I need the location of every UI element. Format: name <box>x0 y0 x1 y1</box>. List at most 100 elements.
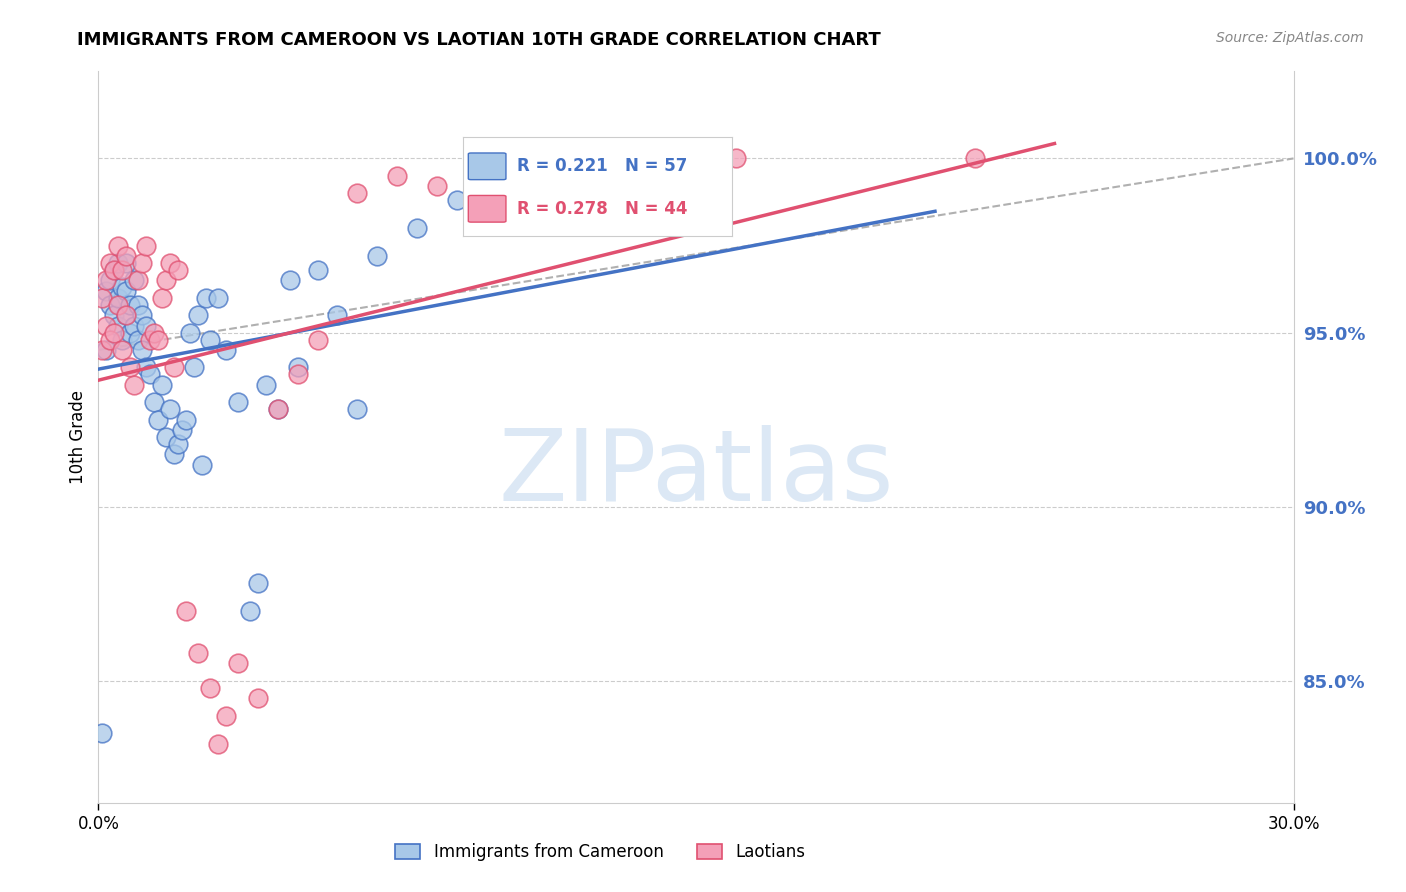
Point <box>96 284 118 298</box>
Point <box>307 333 329 347</box>
Point <box>139 368 162 382</box>
Point <box>963 152 986 166</box>
Point <box>148 412 170 426</box>
Point <box>107 256 129 270</box>
Point <box>426 179 449 194</box>
Point <box>287 368 309 382</box>
Point <box>139 333 162 347</box>
Point <box>103 308 125 322</box>
Point <box>187 646 209 660</box>
Point <box>143 326 166 340</box>
Point <box>115 284 138 298</box>
Point <box>163 448 186 462</box>
Point <box>207 737 229 751</box>
Point <box>167 263 190 277</box>
Point <box>346 402 368 417</box>
Point <box>254 377 277 392</box>
Point <box>96 273 118 287</box>
Point <box>131 308 153 322</box>
Point <box>148 333 170 347</box>
Point <box>198 681 221 695</box>
Point <box>107 238 129 252</box>
Point <box>111 333 134 347</box>
Point <box>150 377 173 392</box>
Point <box>96 318 118 333</box>
Text: IMMIGRANTS FROM CAMEROON VS LAOTIAN 10TH GRADE CORRELATION CHART: IMMIGRANTS FROM CAMEROON VS LAOTIAN 10TH… <box>77 31 882 49</box>
Point <box>307 263 329 277</box>
Point <box>124 273 146 287</box>
Point <box>207 291 229 305</box>
Point <box>191 458 214 472</box>
Point <box>107 318 129 333</box>
Point <box>135 360 157 375</box>
Point <box>346 186 368 201</box>
Point <box>198 333 221 347</box>
Point <box>226 657 249 671</box>
Text: ZIPatlas: ZIPatlas <box>498 425 894 522</box>
Point <box>485 158 508 172</box>
Point <box>103 263 125 277</box>
Y-axis label: 10th Grade: 10th Grade <box>69 390 87 484</box>
Point <box>124 318 146 333</box>
Point <box>246 691 269 706</box>
Point <box>98 256 122 270</box>
Text: Source: ZipAtlas.com: Source: ZipAtlas.com <box>1216 31 1364 45</box>
Point <box>215 343 238 357</box>
Point <box>111 263 134 277</box>
Point <box>120 298 142 312</box>
Point <box>115 308 138 322</box>
Point <box>226 395 249 409</box>
Point <box>115 256 138 270</box>
Point <box>267 402 290 417</box>
Point <box>131 256 153 270</box>
Point <box>246 576 269 591</box>
Point <box>385 169 409 183</box>
Point <box>187 308 209 322</box>
Point <box>98 333 122 347</box>
Point <box>107 291 129 305</box>
Point <box>565 152 588 166</box>
Point <box>406 221 429 235</box>
Point <box>195 291 218 305</box>
Point <box>103 326 125 340</box>
Point <box>150 291 173 305</box>
Point <box>179 326 201 340</box>
Point <box>485 169 508 183</box>
Point <box>215 708 238 723</box>
Point <box>446 193 468 207</box>
Point <box>135 238 157 252</box>
Point <box>98 298 122 312</box>
Point <box>267 402 290 417</box>
Point <box>159 402 181 417</box>
Point <box>103 263 125 277</box>
Point <box>174 604 197 618</box>
Point <box>127 333 149 347</box>
Point <box>91 291 114 305</box>
Point <box>98 273 122 287</box>
Point <box>326 308 349 322</box>
Point <box>159 256 181 270</box>
Legend: Immigrants from Cameroon, Laotians: Immigrants from Cameroon, Laotians <box>388 837 813 868</box>
Point <box>366 249 388 263</box>
Point <box>96 343 118 357</box>
Point <box>239 604 262 618</box>
Point <box>183 360 205 375</box>
Point <box>167 437 190 451</box>
Point <box>111 280 134 294</box>
Point <box>155 273 177 287</box>
Point <box>124 377 146 392</box>
Point <box>120 360 142 375</box>
Point <box>115 249 138 263</box>
Point <box>278 273 301 287</box>
Point <box>174 412 197 426</box>
Point <box>724 152 747 166</box>
Point <box>143 395 166 409</box>
Point <box>127 273 149 287</box>
Point <box>172 423 194 437</box>
Point <box>155 430 177 444</box>
Point <box>91 343 114 357</box>
Point <box>111 343 134 357</box>
Point <box>120 326 142 340</box>
Point <box>163 360 186 375</box>
Point <box>91 726 114 740</box>
